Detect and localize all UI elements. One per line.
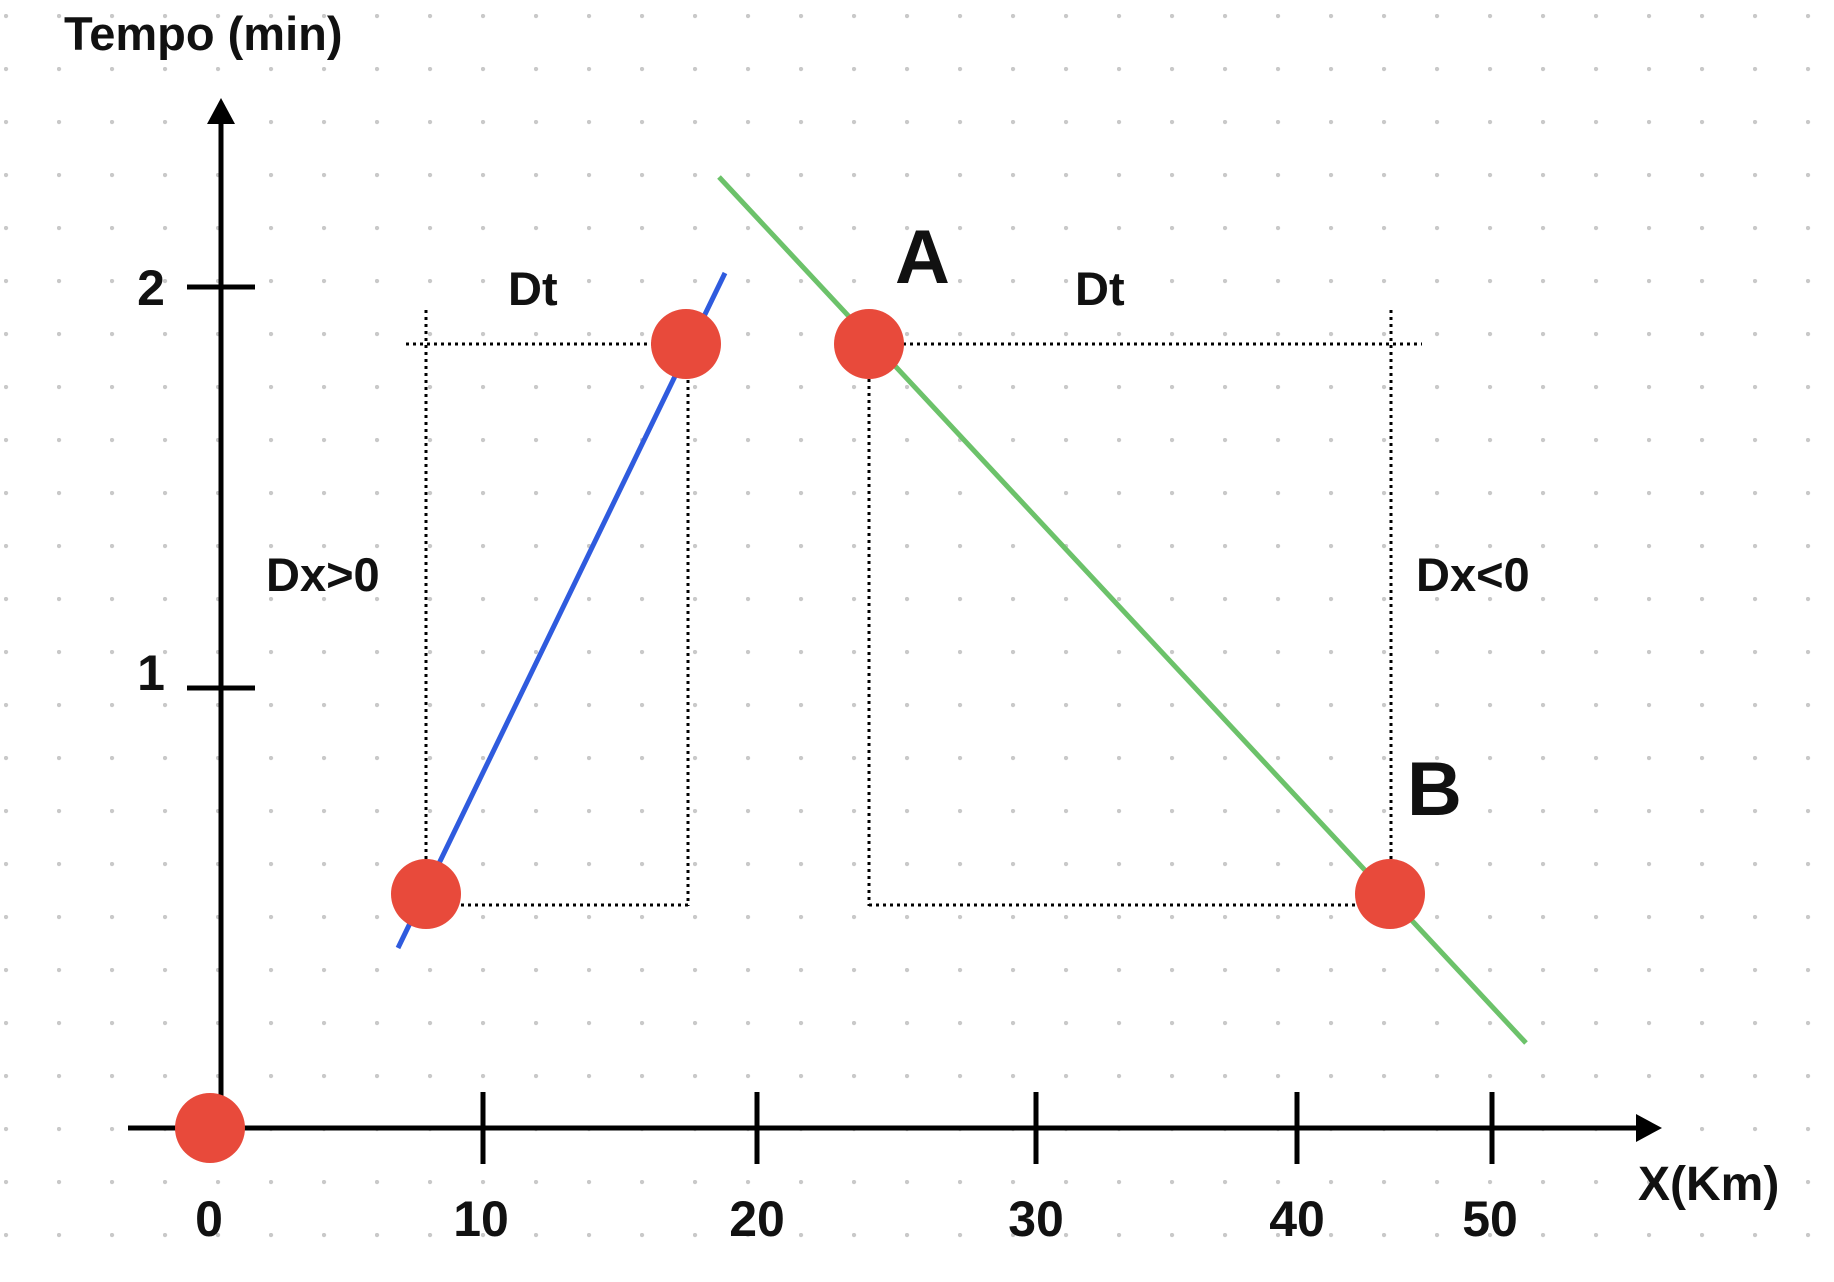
y-tick-label-1: 1 xyxy=(137,645,165,701)
point-a-label: A xyxy=(895,215,950,300)
x-axis-title: X(Km) xyxy=(1638,1158,1779,1211)
dt-right-label: Dt xyxy=(1075,262,1125,315)
y-axis-title: Tempo (min) xyxy=(64,7,343,60)
axes xyxy=(128,98,1662,1164)
point-a xyxy=(834,309,904,379)
point-b-label: B xyxy=(1407,747,1462,832)
x-axis-arrow xyxy=(1636,1114,1662,1142)
blue-start-point xyxy=(391,859,461,929)
x-tick-label-40: 40 xyxy=(1269,1191,1325,1247)
x-tick-label-10: 10 xyxy=(453,1191,509,1247)
dt-left-label: Dt xyxy=(508,262,558,315)
x-tick-label-0: 0 xyxy=(195,1191,223,1247)
dx-negative-label: Dx<0 xyxy=(1416,548,1530,601)
blue-end-point xyxy=(651,309,721,379)
y-axis-arrow xyxy=(207,98,235,124)
y-tick-label-2: 2 xyxy=(137,260,165,316)
origin-point xyxy=(175,1093,245,1163)
x-tick-label-30: 30 xyxy=(1008,1191,1064,1247)
left-dotted-guides xyxy=(406,310,690,907)
x-tick-label-50: 50 xyxy=(1462,1191,1518,1247)
x-tick-label-20: 20 xyxy=(729,1191,785,1247)
right-dotted-guides xyxy=(867,310,1422,907)
blue-trajectory-line xyxy=(395,271,728,950)
point-b xyxy=(1355,859,1425,929)
dx-positive-label: Dx>0 xyxy=(266,548,380,601)
